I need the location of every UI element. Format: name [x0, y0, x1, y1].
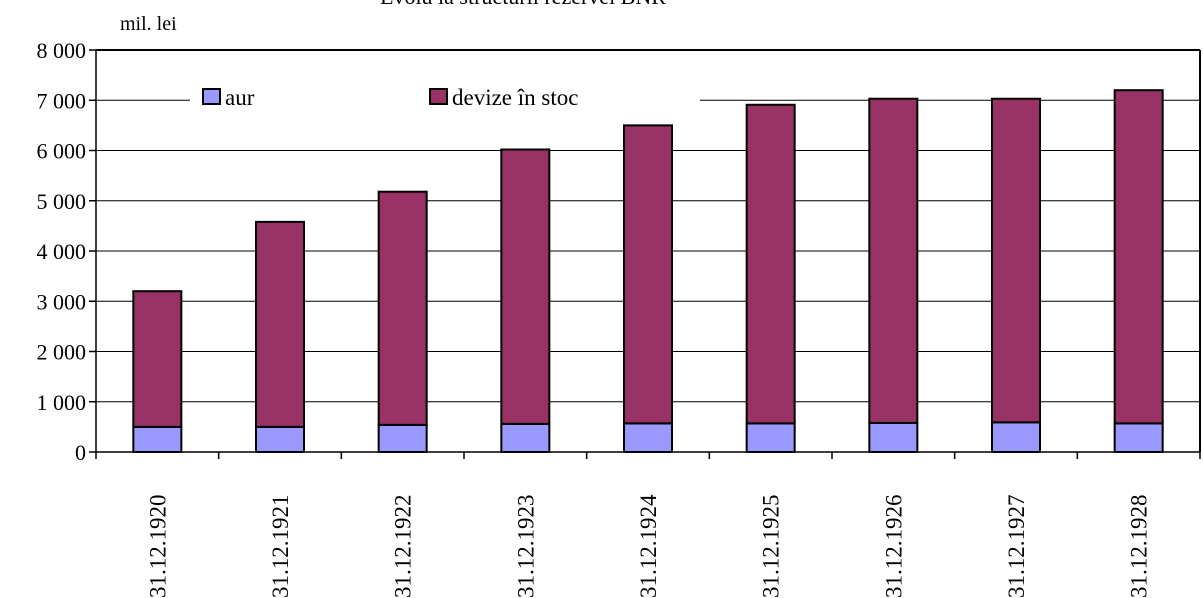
bar-aur-0	[132, 425, 183, 453]
x-category-label: 31.12.1926	[881, 495, 906, 598]
legend-label-0: aur	[225, 85, 255, 110]
bar-aur-4	[623, 422, 673, 454]
bar-devize-5	[745, 103, 796, 425]
x-category-label: 31.12.1924	[636, 494, 661, 598]
bar-devize-2	[377, 190, 428, 426]
y-tick-label: 0	[75, 440, 86, 465]
y-tick-label: 3 000	[37, 289, 87, 314]
legend: aur devize în stoc	[190, 80, 700, 116]
bar-aur-1	[255, 425, 305, 453]
bar-devize-3	[500, 148, 551, 425]
bar-aur-7	[991, 421, 1041, 454]
x-category-label: 31.12.1928	[1127, 495, 1152, 598]
chart-title-fragment: Evolu ia structurii rezervei BNR	[380, 0, 666, 9]
y-tick-label: 5 000	[37, 189, 87, 214]
bar-devize-6	[868, 97, 919, 424]
y-tick-label: 7 000	[37, 88, 87, 113]
x-category-label: 31.12.1920	[145, 495, 170, 598]
legend-swatch-0	[202, 88, 221, 105]
bar-devize-4	[623, 124, 673, 425]
bars	[132, 89, 1164, 454]
y-tick-label: 2 000	[37, 340, 87, 365]
bar-devize-7	[991, 97, 1041, 424]
legend-swatch-1	[429, 88, 448, 105]
x-category-label: 31.12.1921	[268, 495, 293, 598]
bar-aur-3	[500, 422, 551, 453]
x-category-label: 31.12.1927	[1004, 495, 1029, 598]
y-unit-label: mil. lei	[120, 13, 177, 35]
legend-label-1: devize în stoc	[452, 85, 578, 110]
bar-aur-6	[868, 421, 919, 454]
bar-devize-8	[1113, 89, 1164, 425]
bar-devize-1	[255, 220, 305, 428]
bar-aur-8	[1113, 422, 1164, 454]
y-tick-label: 8 000	[37, 38, 87, 63]
x-category-label: 31.12.1922	[391, 495, 416, 598]
bar-aur-5	[745, 422, 796, 454]
y-tick-label: 6 000	[37, 139, 87, 164]
title-fragment-text: Evolu ia structurii rezervei BNR	[380, 0, 666, 9]
plot-area	[96, 49, 1201, 452]
bar-aur-2	[377, 423, 428, 453]
y-tick-label: 1 000	[37, 390, 87, 415]
x-category-label: 31.12.1923	[513, 495, 538, 598]
x-category-label: 31.12.1925	[759, 495, 784, 598]
y-tick-label: 4 000	[37, 239, 87, 264]
bar-devize-0	[132, 290, 183, 428]
x-axis: 31.12.1920 31.12.1921 31.12.1922 31.12.1923…	[95, 451, 1201, 598]
y-axis: 0 1 000 2 000 3 000 4 000 5 000 6 000 7 000 8 00…	[37, 38, 97, 465]
